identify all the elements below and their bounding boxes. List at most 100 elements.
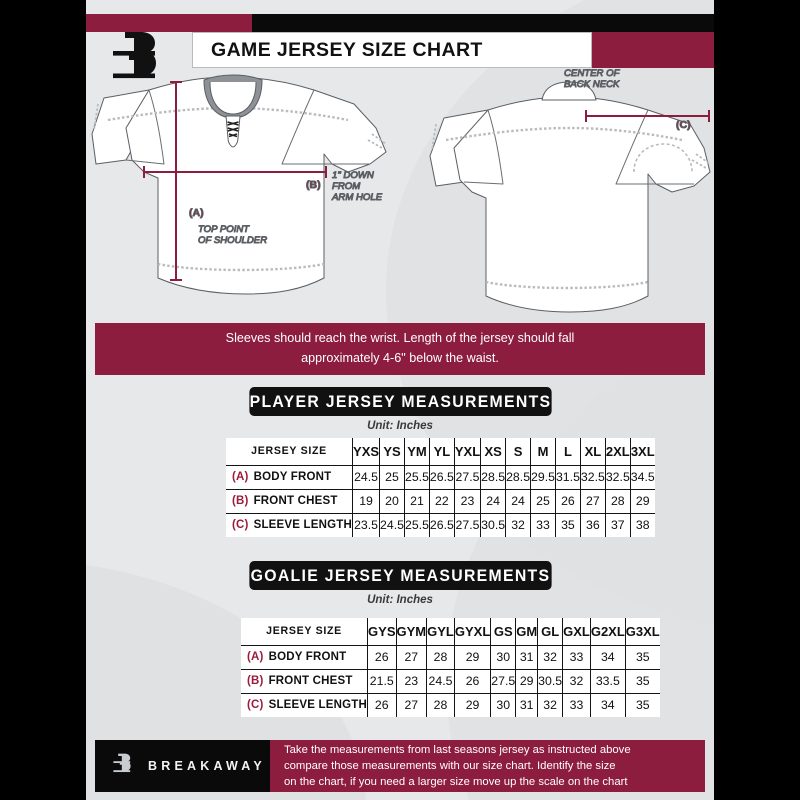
label-a-line1: TOP POINT — [198, 224, 250, 235]
top-bar-black-segment — [252, 14, 714, 32]
table-row: (C) SLEEVE LENGTH 23.5 24.5 25.5 26.5 27.5 30.5… — [226, 512, 655, 537]
footer-instructions: Take the measurements from last seasons … — [270, 740, 705, 792]
measurement-cell: 33 — [562, 644, 591, 670]
measurement-cell: 30.5 — [480, 512, 507, 537]
column-header-size: GYM — [395, 618, 428, 645]
goalie-measurements-table: JERSEY SIZE GYS GYM GYL GYXL GS GM GL GXL G2XL G3X… — [241, 618, 660, 717]
table-row: (C) SLEEVE LENGTH 26 27 28 29 30 31 32 33 34 35 — [241, 692, 660, 717]
row-label-text: BODY FRONT — [253, 471, 332, 483]
row-label: (B) FRONT CHEST — [226, 488, 354, 514]
column-header-size: 3XL — [629, 438, 655, 465]
breakaway-b-logo-icon — [111, 749, 139, 784]
table-row: (A) BODY FRONT 24.5 25 25.5 26.5 27.5 28.5 28.5 2… — [226, 464, 655, 490]
measurement-cell: 32 — [562, 668, 591, 694]
column-header-size: GM — [515, 618, 539, 645]
measurement-cell: 26 — [554, 488, 581, 514]
row-label-tag: (C) — [232, 519, 249, 532]
player-measurements-table: JERSEY SIZE YXS YS YM YL YXL XS S M L XL 2XL 3XL (A)… — [226, 438, 655, 537]
top-bar-maroon-segment — [86, 14, 252, 32]
measurement-cell: 28 — [426, 644, 455, 670]
row-label-tag: (A) — [232, 471, 249, 483]
measurement-cell: 35 — [554, 512, 581, 537]
fit-note-banner: Sleeves should reach the wrist. Length o… — [95, 323, 705, 375]
label-b-line3: ARM HOLE — [331, 192, 383, 203]
label-b-line2: FROM — [332, 181, 360, 192]
table-row: (B) FRONT CHEST 19 20 21 22 23 24 24 25 26 27 28 29 — [226, 488, 655, 514]
size-chart-page: GAME JERSEY SIZE CHART — [86, 0, 714, 800]
measurement-cell: 24 — [480, 488, 507, 514]
column-header-size: YXS — [352, 438, 381, 465]
player-section-heading: PLAYER JERSEY MEASUREMENTS — [249, 387, 552, 416]
measurement-cell: 32.5 — [604, 464, 631, 490]
back-measure-line — [585, 110, 710, 122]
measurement-cell: 31 — [515, 644, 539, 670]
footer-instructions-line-2: compare those measurements with our size… — [284, 759, 616, 772]
row-label: (B) FRONT CHEST — [241, 668, 369, 694]
table-row: (B) FRONT CHEST 21.5 23 24.5 26 27.5 29 30.5 32 33… — [241, 668, 660, 694]
measurement-cell: 36 — [579, 512, 606, 537]
header-maroon-block — [592, 32, 714, 68]
measurement-cell: 28.5 — [505, 464, 532, 490]
measurement-cell: 24.5 — [379, 512, 405, 537]
goalie-section-heading: GOALIE JERSEY MEASUREMENTS — [249, 561, 552, 590]
measurement-cell: 29 — [453, 644, 492, 670]
back-jersey-illustration — [429, 81, 711, 313]
footer-brand: BREAKAWAY — [95, 740, 270, 792]
measurement-cell: 31 — [515, 692, 539, 717]
column-header-size: GYL — [426, 618, 455, 645]
column-header-size: XS — [480, 438, 507, 465]
row-label-text: SLEEVE LENGTH — [268, 699, 368, 712]
row-label-tag: (C) — [247, 699, 264, 712]
measurement-cell: 30.5 — [537, 668, 564, 694]
column-header-size: GS — [490, 618, 517, 645]
measurement-cell: 21 — [403, 488, 430, 514]
row-label: (A) BODY FRONT — [226, 464, 354, 490]
measurement-cell: 28.5 — [480, 464, 507, 490]
row-label-text: FRONT CHEST — [268, 675, 353, 687]
column-header-size: M — [530, 438, 556, 465]
measurement-cell: 32.5 — [579, 464, 606, 490]
table-header-row: JERSEY SIZE YXS YS YM YL YXL XS S M L XL 2XL 3XL — [226, 438, 655, 465]
row-label-tag: (B) — [247, 675, 264, 687]
label-b-line1: 1" DOWN — [332, 170, 374, 181]
measurement-cell: 24.5 — [352, 464, 381, 490]
fit-note-line-1: Sleeves should reach the wrist. Length o… — [225, 331, 575, 346]
label-c-tag: (C) — [676, 119, 691, 131]
measurement-cell: 38 — [629, 512, 655, 537]
top-accent-bar — [86, 14, 714, 32]
column-header-size: XL — [579, 438, 606, 465]
measurement-cell: 35 — [624, 644, 660, 670]
measurement-cell: 26 — [367, 692, 397, 717]
footer-instructions-line-1: Take the measurements from last seasons … — [284, 743, 631, 756]
measurement-cell: 24.5 — [426, 668, 455, 694]
front-measure-lines — [143, 81, 327, 281]
table-row: (A) BODY FRONT 26 27 28 29 30 31 32 33 34 35 — [241, 644, 660, 670]
column-header-size: GYS — [367, 618, 397, 645]
measurement-cell: 33 — [562, 692, 591, 717]
measurement-cell: 25 — [530, 488, 556, 514]
column-header-size: YM — [403, 438, 430, 465]
fit-note-line-2: approximately 4-6" below the waist. — [301, 351, 499, 365]
measurement-cell: 30 — [490, 692, 517, 717]
measurement-cell: 29 — [629, 488, 655, 514]
row-label: (C) SLEEVE LENGTH — [226, 512, 354, 537]
measurement-cell: 19 — [352, 488, 381, 514]
footer-instructions-line-3: on the chart, if you need a larger size … — [284, 776, 628, 789]
measurement-cell: 32 — [505, 512, 532, 537]
table-corner-label: JERSEY SIZE — [226, 438, 354, 465]
table-corner-label: JERSEY SIZE — [241, 618, 369, 645]
measurement-cell: 23.5 — [352, 512, 381, 537]
measurement-cell: 27 — [579, 488, 606, 514]
background-swash — [446, 300, 714, 800]
measurement-cell: 34 — [589, 692, 626, 717]
measurement-cell: 28 — [604, 488, 631, 514]
column-header-size: GYXL — [453, 618, 492, 645]
row-label-text: BODY FRONT — [268, 651, 347, 663]
player-unit-label: Unit: Inches — [367, 420, 433, 432]
front-jersey-illustration — [91, 74, 387, 295]
measurement-cell: 29.5 — [530, 464, 556, 490]
column-header-size: 2XL — [604, 438, 631, 465]
row-label-text: SLEEVE LENGTH — [253, 519, 353, 532]
measurement-cell: 27 — [395, 644, 428, 670]
footer: BREAKAWAY Take the measurements from las… — [95, 740, 705, 792]
